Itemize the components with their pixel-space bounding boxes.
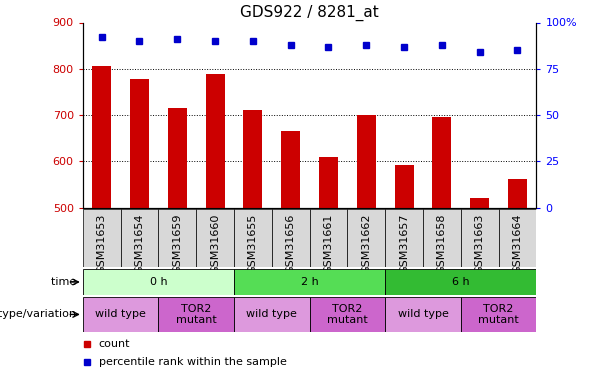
Text: GSM31662: GSM31662 [361, 214, 371, 274]
Title: GDS922 / 8281_at: GDS922 / 8281_at [240, 5, 379, 21]
Bar [234, 209, 272, 267]
Bar [272, 209, 310, 267]
Bar [196, 209, 234, 267]
Text: GSM31663: GSM31663 [474, 214, 485, 274]
Bar [83, 269, 234, 295]
Bar [168, 108, 187, 208]
Bar [130, 79, 149, 208]
Bar [234, 269, 385, 295]
Bar [205, 74, 224, 208]
Bar [508, 179, 527, 208]
Text: GSM31655: GSM31655 [248, 214, 258, 274]
Text: wild type: wild type [246, 309, 297, 320]
Bar [395, 165, 414, 208]
Text: genotype/variation: genotype/variation [0, 309, 80, 320]
Text: GSM31654: GSM31654 [134, 214, 145, 274]
Bar [357, 115, 376, 208]
Bar [83, 297, 158, 332]
Text: 6 h: 6 h [452, 277, 470, 287]
Bar [498, 209, 536, 267]
Text: wild type: wild type [95, 309, 146, 320]
Text: GSM31659: GSM31659 [172, 214, 182, 274]
Bar [432, 117, 451, 208]
Text: GSM31661: GSM31661 [324, 214, 333, 274]
Text: 0 h: 0 h [150, 277, 167, 287]
Bar [385, 297, 461, 332]
Text: GSM31664: GSM31664 [512, 214, 522, 274]
Bar [92, 66, 111, 208]
Bar [423, 209, 461, 267]
Bar [121, 209, 158, 267]
Text: wild type: wild type [398, 309, 448, 320]
Text: percentile rank within the sample: percentile rank within the sample [99, 357, 286, 367]
Text: TOR2
mutant: TOR2 mutant [478, 304, 519, 325]
Text: GSM31653: GSM31653 [97, 214, 107, 274]
Text: GSM31656: GSM31656 [286, 214, 295, 274]
Bar [281, 131, 300, 208]
Bar [158, 209, 196, 267]
Bar [470, 198, 489, 208]
Bar [319, 157, 338, 208]
Text: TOR2
mutant: TOR2 mutant [176, 304, 216, 325]
Text: TOR2
mutant: TOR2 mutant [327, 304, 368, 325]
Bar [158, 297, 234, 332]
Bar [243, 110, 262, 208]
Bar [348, 209, 385, 267]
Text: time: time [51, 277, 80, 287]
Bar [83, 209, 121, 267]
Bar [234, 297, 310, 332]
Bar [310, 209, 348, 267]
Text: GSM31657: GSM31657 [399, 214, 409, 274]
Text: GSM31660: GSM31660 [210, 214, 220, 274]
Bar [461, 297, 536, 332]
Text: count: count [99, 339, 130, 349]
Bar [385, 269, 536, 295]
Text: 2 h: 2 h [301, 277, 318, 287]
Text: GSM31658: GSM31658 [437, 214, 447, 274]
Bar [310, 297, 385, 332]
Bar [385, 209, 423, 267]
Bar [461, 209, 498, 267]
